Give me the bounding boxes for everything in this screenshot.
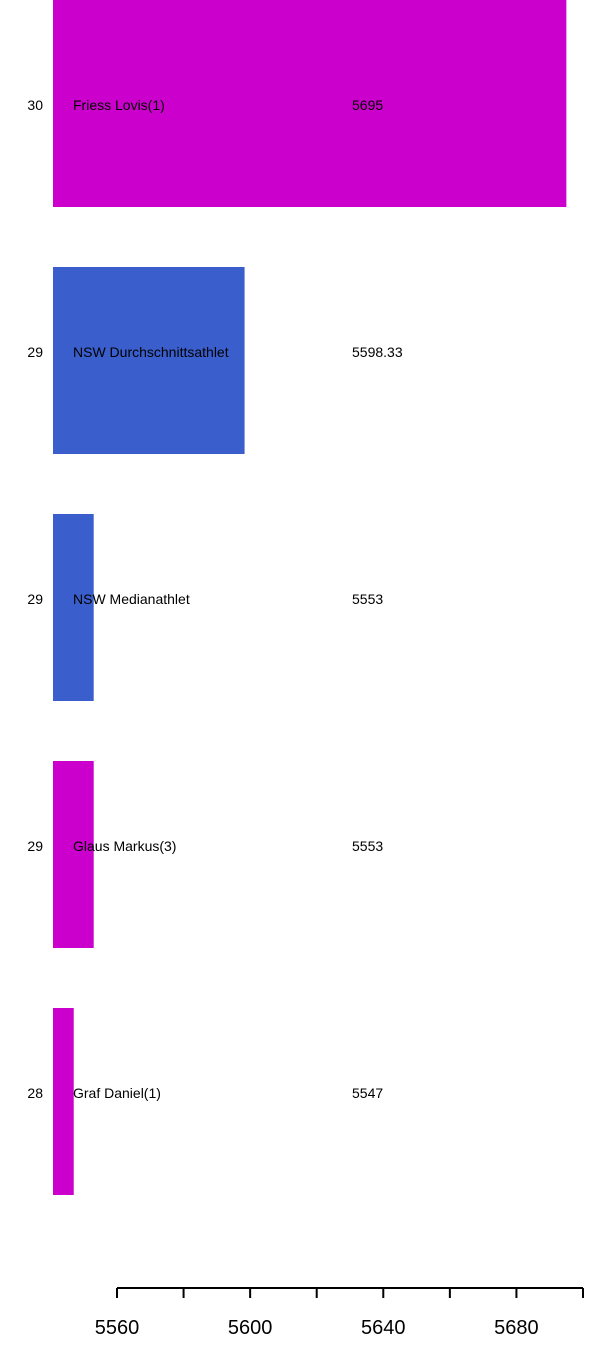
bars-layer (53, 0, 567, 1195)
rank-label: 30 (27, 97, 43, 113)
x-tick-label: 5640 (361, 1317, 406, 1339)
value-label: 5598.33 (352, 344, 403, 360)
rank-label: 29 (27, 591, 43, 607)
rank-label: 29 (27, 344, 43, 360)
labels-layer: 30 Friess Lovis(1) 5695 29 NSW Durchschnitts… (27, 97, 402, 1101)
bar-1 (53, 0, 567, 207)
x-axis: 5560 5600 5640 5680 (95, 1287, 584, 1339)
value-label: 5547 (352, 1085, 383, 1101)
athlete-name-label: Glaus Markus(3) (73, 838, 176, 854)
rank-label: 29 (27, 838, 43, 854)
x-tick-label: 5680 (494, 1317, 539, 1339)
athlete-name-label: Friess Lovis(1) (73, 97, 165, 113)
bar-5 (53, 1008, 74, 1195)
bar-4 (53, 761, 94, 948)
bar-3 (53, 514, 94, 701)
athlete-name-label: Graf Daniel(1) (73, 1085, 161, 1101)
value-label: 5553 (352, 591, 383, 607)
bar-2 (53, 267, 245, 454)
value-label: 5553 (352, 838, 383, 854)
athlete-name-label: NSW Durchschnittsathlet (73, 344, 229, 360)
x-tick-label: 5560 (95, 1317, 140, 1339)
athlete-name-label: NSW Medianathlet (73, 591, 190, 607)
value-label: 5695 (352, 97, 383, 113)
x-tick-label: 5600 (228, 1317, 273, 1339)
rank-label: 28 (27, 1085, 43, 1101)
